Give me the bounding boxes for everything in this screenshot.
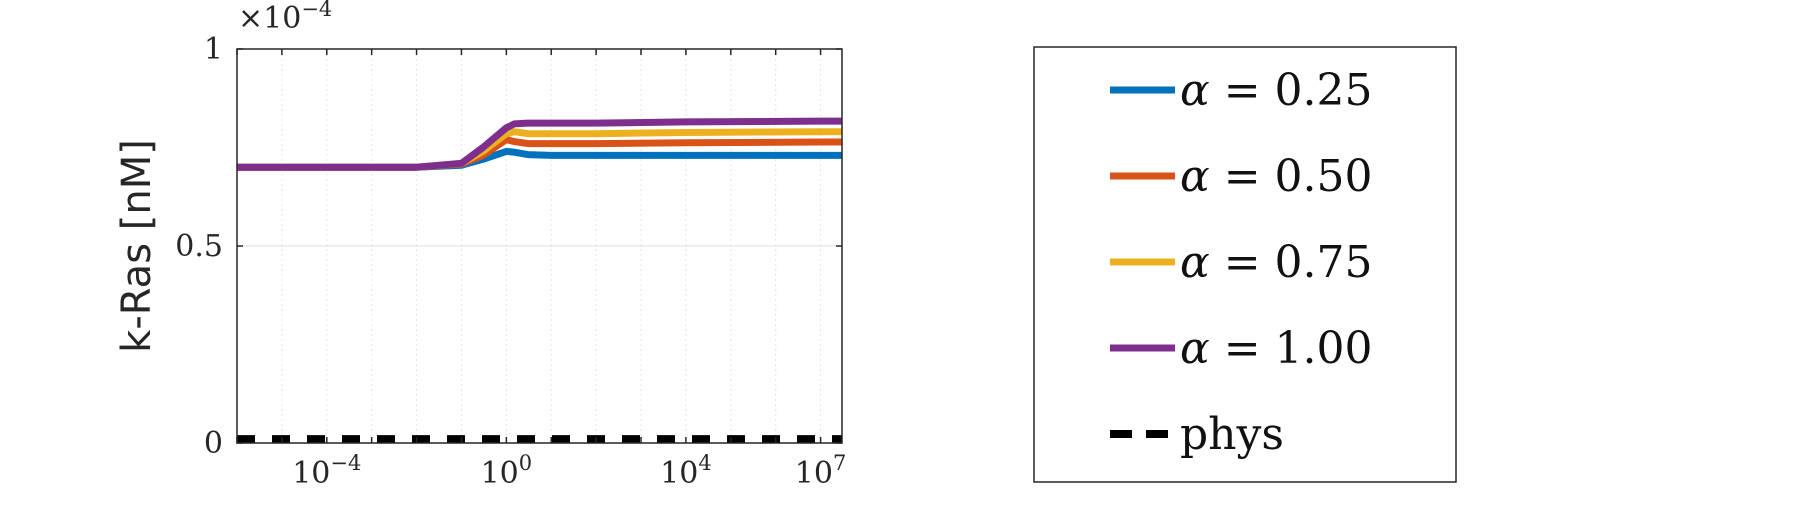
legend-label: α = 1.00	[1180, 323, 1373, 374]
y-exponent-base: ×10	[238, 1, 301, 36]
x-tick-label: 104	[660, 451, 712, 491]
y-tick-label: 0.5	[175, 229, 223, 264]
legend-label: α = 0.75	[1180, 237, 1373, 288]
legend-label: α = 0.50	[1180, 151, 1373, 202]
axes: 10−4 100 104 107 0 0.5 1	[175, 32, 846, 491]
x-tick-label: 10−4	[292, 451, 361, 491]
y-exponent-label: ×10−4	[238, 0, 332, 36]
y-axis-label: k-Ras [nM]	[114, 139, 160, 353]
legend-entries: α = 0.25 α = 0.50 α = 0.75 α = 1.00 phys	[1110, 65, 1373, 460]
legend-label: α = 0.25	[1180, 65, 1373, 116]
x-tick-label: 107	[795, 451, 847, 491]
legend: α = 0.25 α = 0.50 α = 0.75 α = 1.00 phys	[1033, 46, 1457, 483]
y-tick-label: 0	[204, 426, 223, 461]
series-line-1-00	[237, 117, 842, 171]
y-exponent-power: −4	[301, 0, 332, 21]
x-tick-label: 100	[481, 451, 533, 491]
legend-box	[1033, 46, 1457, 483]
y-tick-label: 1	[204, 32, 223, 67]
legend-label: phys	[1180, 409, 1284, 460]
